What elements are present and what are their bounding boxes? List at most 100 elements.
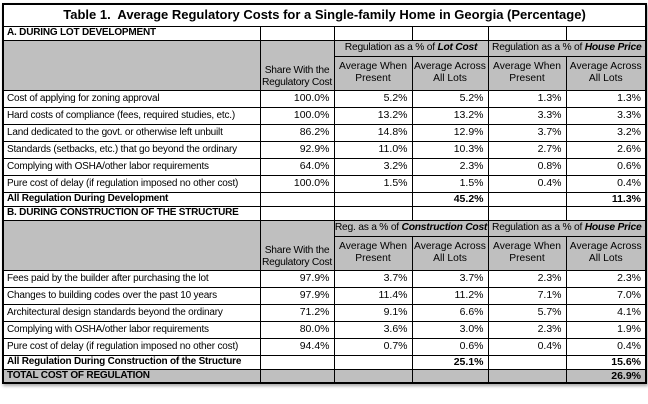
- col-header-avg-when-present: Average When Present: [333, 235, 413, 271]
- cell-value: 3.0%: [411, 320, 489, 339]
- header-line: Average Across: [569, 61, 642, 72]
- empty-cell: [565, 25, 647, 41]
- cell-value: [259, 191, 335, 207]
- col-header-avg-across-all-lots: Average Across All Lots: [565, 235, 647, 271]
- cell-value: [333, 354, 413, 370]
- cell-value: [333, 368, 413, 384]
- table-row: Complying with OSHA/other labor requirem…: [2, 157, 647, 176]
- row-label: Hard costs of compliance (fees, required…: [2, 106, 261, 125]
- table-row: Hard costs of compliance (fees, required…: [2, 106, 647, 125]
- cell-value: 94.4%: [259, 337, 335, 356]
- cell-value: 3.7%: [487, 123, 567, 142]
- cell-value: [487, 354, 567, 370]
- row-label: Land dedicated to the govt. or otherwise…: [2, 123, 261, 142]
- cell-value: 64.0%: [259, 157, 335, 176]
- group-header-prefix: Regulation as a % of: [492, 222, 583, 234]
- header-groups-row-a: Share With the Regulatory Cost Regulatio…: [2, 39, 647, 91]
- share-header-cell: Share With the Regulatory Cost: [259, 39, 335, 91]
- cell-value: 11.3%: [565, 191, 647, 207]
- header-line: Average When: [339, 61, 407, 72]
- cell-value: 3.2%: [565, 123, 647, 142]
- cell-value: 0.8%: [487, 157, 567, 176]
- table-row: Standards (setbacks, etc.) that go beyon…: [2, 140, 647, 159]
- col-header-avg-across-all-lots: Average Across All Lots: [565, 55, 647, 91]
- cell-value: 7.0%: [565, 286, 647, 305]
- cell-value: [259, 354, 335, 370]
- header-line: Present: [355, 73, 391, 84]
- cell-value: 80.0%: [259, 320, 335, 339]
- cell-value: 100.0%: [259, 106, 335, 125]
- cell-value: 25.1%: [411, 354, 489, 370]
- cell-value: 45.2%: [411, 191, 489, 207]
- group-header-prefix: Regulation as a % of: [492, 42, 583, 54]
- cell-value: 1.5%: [411, 174, 489, 193]
- cell-value: 5.7%: [487, 303, 567, 322]
- empty-cell: [411, 25, 489, 41]
- cell-value: 2.7%: [487, 140, 567, 159]
- total-label: TOTAL COST OF REGULATION: [2, 368, 261, 384]
- cell-value: 0.4%: [487, 174, 567, 193]
- group-header-emphasis: House Price: [584, 42, 642, 54]
- header-line: Present: [355, 253, 391, 264]
- cell-value: 7.1%: [487, 286, 567, 305]
- cell-value: 1.3%: [487, 89, 567, 108]
- header-line: Regulatory Cost: [261, 256, 333, 268]
- section-a-row: A. DURING LOT DEVELOPMENT: [2, 25, 647, 41]
- regulatory-costs-table: Table 1. Average Regulatory Costs for a …: [2, 3, 648, 384]
- empty-cell: [333, 25, 413, 41]
- section-b-label: B. DURING CONSTRUCTION OF THE STRUCTURE: [2, 205, 261, 221]
- table-row: Land dedicated to the govt. or otherwise…: [2, 123, 647, 142]
- row-label: Cost of applying for zoning approval: [2, 89, 261, 108]
- table-row: Cost of applying for zoning approval 100…: [2, 89, 647, 108]
- cell-value: 13.2%: [333, 106, 413, 125]
- cell-value: 14.8%: [333, 123, 413, 142]
- summary-row-construction: All Regulation During Construction of th…: [2, 354, 647, 370]
- summary-label: All Regulation During Development: [2, 191, 261, 207]
- header-line: Average Across: [414, 61, 486, 72]
- cell-value: 1.5%: [333, 174, 413, 193]
- cell-value: 13.2%: [411, 106, 489, 125]
- header-line: Present: [509, 253, 545, 264]
- table-row: Changes to building codes over the past …: [2, 286, 647, 305]
- cell-value: 0.6%: [411, 337, 489, 356]
- cell-value: 3.7%: [333, 269, 413, 288]
- cell-value: 26.9%: [565, 368, 647, 384]
- row-label: Changes to building codes over the past …: [2, 286, 261, 305]
- header-line: Average Across: [569, 241, 642, 252]
- cell-value: 3.2%: [333, 157, 413, 176]
- cell-value: 15.6%: [565, 354, 647, 370]
- cell-value: 10.3%: [411, 140, 489, 159]
- row-label: Complying with OSHA/other labor requirem…: [2, 320, 261, 339]
- col-header-avg-when-present: Average When Present: [333, 55, 413, 91]
- cell-value: [487, 191, 567, 207]
- cell-value: 2.6%: [565, 140, 647, 159]
- cell-value: 100.0%: [259, 89, 335, 108]
- group-header-house-price: Regulation as a % of House Price: [487, 219, 647, 237]
- table-row: Pure cost of delay (if regulation impose…: [2, 174, 647, 193]
- cell-value: [487, 368, 567, 384]
- cell-value: 11.0%: [333, 140, 413, 159]
- header-line: Present: [509, 73, 545, 84]
- header-line: Regulatory Cost: [261, 76, 333, 88]
- cell-value: 2.3%: [565, 269, 647, 288]
- table-row: Complying with OSHA/other labor requirem…: [2, 320, 647, 339]
- corner-cell: [2, 39, 261, 91]
- col-header-avg-across-all-lots: Average Across All Lots: [411, 55, 489, 91]
- corner-cell: [2, 219, 261, 271]
- row-label: Pure cost of delay (if regulation impose…: [2, 174, 261, 193]
- header-cols-row-b: Average When Present Average Across All …: [3, 235, 647, 271]
- empty-cell: [333, 205, 413, 221]
- cell-value: 0.6%: [565, 157, 647, 176]
- cell-value: 0.4%: [565, 174, 647, 193]
- col-header-avg-when-present: Average When Present: [487, 55, 567, 91]
- header-line: Average When: [493, 61, 561, 72]
- empty-cell: [259, 25, 335, 41]
- empty-cell: [487, 25, 567, 41]
- group-header-house-price: Regulation as a % of House Price: [487, 39, 647, 57]
- section-a-label: A. DURING LOT DEVELOPMENT: [2, 25, 261, 41]
- empty-cell: [565, 205, 647, 221]
- row-label: Fees paid by the builder after purchasin…: [2, 269, 261, 288]
- cell-value: 12.9%: [411, 123, 489, 142]
- cell-value: 6.6%: [411, 303, 489, 322]
- cell-value: 11.2%: [411, 286, 489, 305]
